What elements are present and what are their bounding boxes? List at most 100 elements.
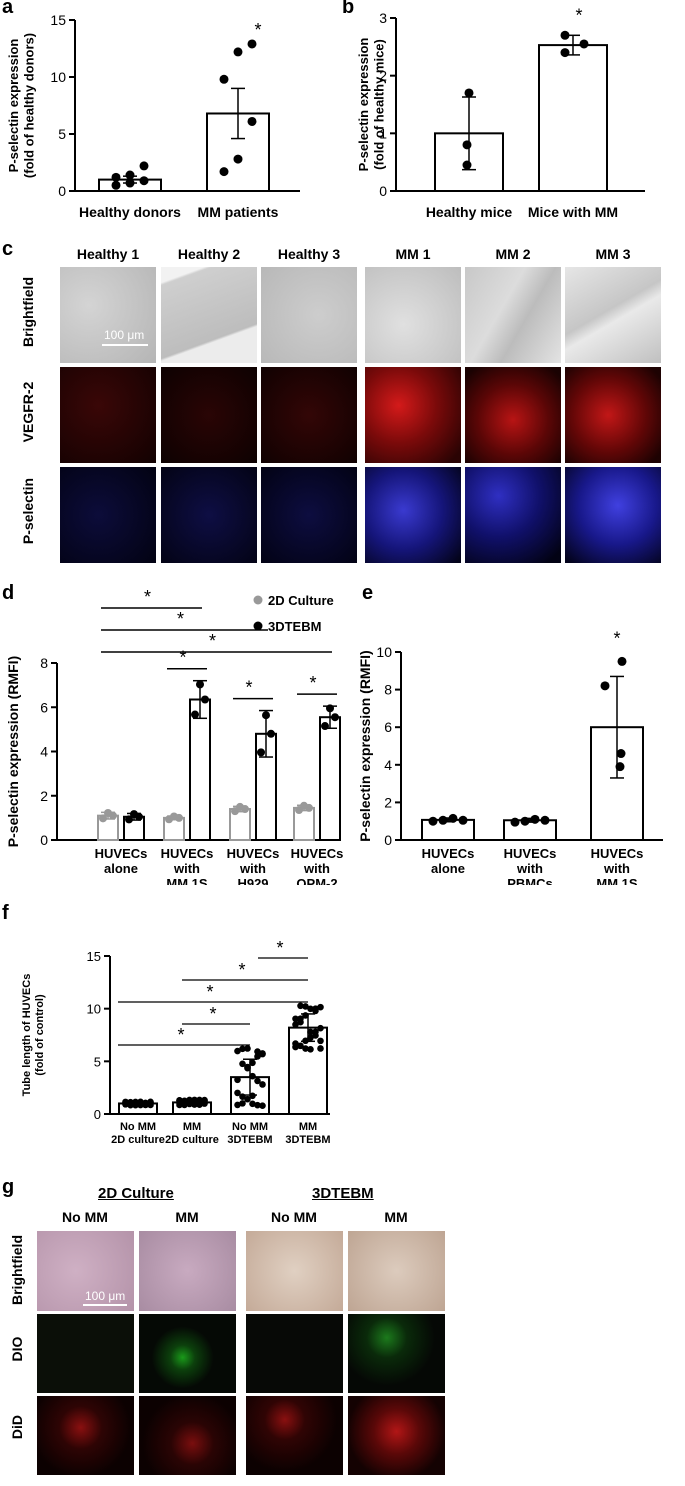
column-label-mm-3: MM 3 [595,246,631,262]
micrograph-vegfr2-mm-3 [565,367,661,463]
f-data-point [254,1053,261,1060]
b-ytick-label: 2 [379,68,387,84]
d-data-point [300,801,308,810]
e-data-point [448,813,458,823]
column-label-healthy-2: Healthy 2 [177,246,241,262]
f-data-point [307,1028,314,1036]
micrograph-vegfr2-healthy-1 [60,367,156,463]
column-label-no-mm-2d: No MM [62,1209,108,1225]
micrograph-g-brightfield-mm-2d [139,1231,236,1311]
d-data-point [170,812,178,821]
f-data-point [307,1005,314,1013]
column-label-healthy-1: Healthy 1 [76,246,140,262]
e-data-point [615,762,625,772]
d-x-tick-label: HUVECs with MM.1S [161,846,214,885]
b-x-tick-label: Healthy mice [426,204,513,220]
micrograph-g-did-mm-2d [139,1396,236,1475]
e-x-tick-label: HUVECs with MM.1S [591,846,644,885]
d-significance-star: * [179,648,186,668]
column-label-no-mm-3d: No MM [271,1209,317,1225]
d-data-point [196,680,204,689]
b-data-point [464,88,474,98]
micrograph-vegfr2-healthy-2 [161,367,257,463]
b-y-axis-label: P-selectin expression(fold of healthy mi… [356,38,387,172]
f-data-point [317,1003,324,1011]
d-significance-star: * [209,631,216,651]
e-ytick-label: 4 [384,757,392,773]
b-ytick-label: 1 [379,125,387,141]
f-data-point [127,1100,134,1108]
d-data-point [267,729,275,738]
f-ytick-label: 15 [87,949,101,964]
f-data-point [302,1003,309,1010]
e-ytick-label: 6 [384,719,392,735]
e-data-point [530,814,540,824]
d-data-point [236,802,244,811]
f-data-point [259,1102,266,1109]
d-data-point [331,713,339,722]
d-significance-star: * [144,587,151,607]
d-ytick-label: 6 [40,699,48,715]
f-data-point [259,1050,266,1057]
b-data-point [462,140,472,150]
d-data-point [130,810,138,819]
d-x-tick-label: HUVECs alone [95,846,148,876]
micrograph-p-selectin-healthy-2 [161,467,257,563]
f-data-point [254,1101,261,1109]
f-y-axis-label: Tube length of HUVECs(fold of control) [21,974,46,1097]
f-data-point [302,1012,309,1019]
f-data-point [317,1045,324,1052]
e-x-tick-label: HUVECs with PBMCs [504,846,557,885]
scale-bar-label-c: 100 μm [104,328,145,342]
f-data-point [234,1089,241,1097]
micrograph-g-dio-mm-3d [348,1314,445,1393]
panel-label-d: d [2,582,15,604]
e-ytick-label: 0 [384,832,392,848]
f-data-point [176,1101,183,1109]
micrograph-g-did-mm-3d [348,1396,445,1475]
f-data-point [249,1072,256,1080]
f-significance-star: * [209,1004,216,1024]
f-ytick-label: 5 [94,1054,101,1069]
f-data-point [142,1099,149,1107]
f-x-tick-label: MM 3DTEBM [285,1121,330,1146]
d-x-tick-label: HUVECs with OPM-2 [291,846,344,885]
b-data-point [579,39,589,49]
d-significance-star: * [177,609,184,629]
f-data-point [191,1101,198,1108]
d-y-axis-label: P-selectin expression (RMFI) [5,656,21,847]
row-label-p-selectin: P-selectin [20,477,36,545]
f-data-point [234,1076,241,1084]
e-data-point [616,749,626,759]
d-ytick-label: 2 [40,788,48,804]
d-data-point [125,815,133,824]
f-data-point [317,1037,324,1045]
a-data-point [219,167,229,177]
scale-bar-g [83,1304,127,1306]
b-data-point [560,30,570,40]
f-data-point [244,1095,251,1103]
scale-bar-c [102,344,148,346]
chart-b: 0 1 2 3 P-selectin expression(fold of health… [356,5,645,220]
e-data-point [458,815,468,825]
f-data-point [312,1028,319,1036]
f-data-point [292,1040,299,1047]
d-data-point [262,711,270,720]
panel-label-e: e [362,582,374,604]
b-ytick-label: 0 [379,183,387,199]
f-data-point [201,1100,208,1107]
f-data-point [137,1101,144,1109]
f-significance-star: * [206,982,213,1002]
a-data-point [125,170,135,180]
panel-label-a: a [2,0,14,18]
group-label-3dtebm: 3DTEBM [312,1185,374,1202]
row-label-g-did: DiD [9,1414,25,1440]
f-data-point [186,1098,193,1106]
d-legend-marker-3d [253,621,263,631]
micrograph-vegfr2-mm-2 [465,367,561,463]
panel-label-c: c [2,238,14,260]
chart-f: 0 5 10 15 Tube length of HUVECs(fold of cont… [21,938,330,1146]
d-legend-label-2d: 2D Culture [268,593,334,608]
f-data-point [239,1100,246,1107]
e-significance-star: * [613,628,620,648]
